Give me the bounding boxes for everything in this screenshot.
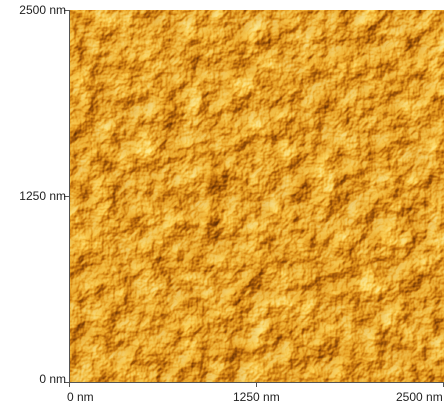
- x-tick-middle: [256, 382, 257, 387]
- x-tick-label-right: 2500 nm: [396, 390, 443, 404]
- y-tick-label-top: 2500 nm: [19, 3, 66, 17]
- surface-image: [70, 10, 444, 382]
- y-tick-middle: [64, 196, 69, 197]
- x-tick-left: [69, 382, 70, 387]
- x-tick-label-middle: 1250 nm: [233, 390, 280, 404]
- x-tick-label-left: 0 nm: [67, 390, 94, 404]
- y-tick-label-bottom: 0 nm: [39, 372, 66, 386]
- y-tick-top: [64, 10, 69, 11]
- y-axis-line: [69, 10, 70, 383]
- terrain-layer: [70, 10, 444, 382]
- y-tick-bottom: [64, 382, 69, 383]
- surface-texture: [70, 10, 444, 382]
- y-tick-label-middle: 1250 nm: [19, 189, 66, 203]
